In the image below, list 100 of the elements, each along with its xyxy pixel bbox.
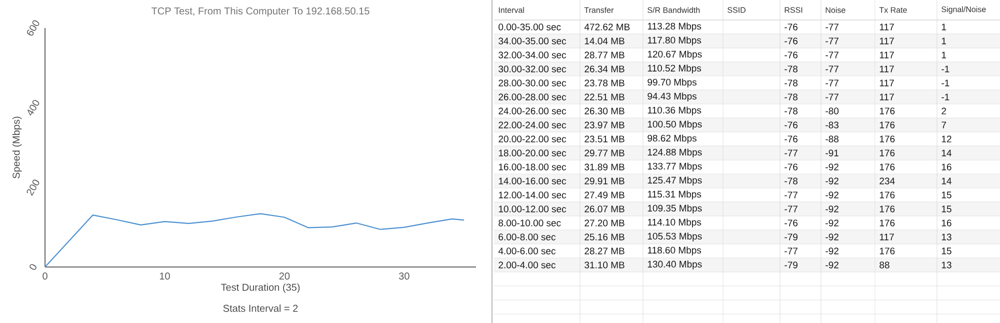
- text: -76: [784, 24, 798, 30]
- text: 29.91 MB: [584, 178, 624, 184]
- text: -91: [826, 150, 838, 156]
- text: 12.00-14.00 sec: [498, 192, 566, 198]
- text: 27.20 MB: [584, 220, 624, 226]
- text: Stats Interval = 2: [223, 304, 298, 312]
- text: 472.62 MB: [584, 24, 630, 30]
- text: -77: [826, 94, 838, 100]
- text: 26.07 MB: [584, 206, 624, 212]
- text: 22.00-24.00 sec: [498, 122, 566, 128]
- text: 23.97 MB: [584, 122, 624, 128]
- text: 14: [942, 178, 952, 184]
- text: 26.30 MB: [584, 108, 624, 114]
- text: 16: [942, 220, 952, 226]
- text: -78: [784, 178, 798, 184]
- text: 176: [880, 136, 895, 142]
- text: 16: [942, 164, 952, 170]
- text: -92: [826, 206, 838, 212]
- text: 234: [880, 178, 895, 184]
- y-tick-label: 200: [26, 180, 40, 196]
- text: 13: [942, 262, 952, 268]
- text: 117: [880, 80, 894, 86]
- text: 26.34 MB: [584, 66, 624, 72]
- text: 176: [880, 164, 895, 170]
- text: -77: [784, 150, 798, 156]
- text: -77: [826, 66, 838, 72]
- text: 105.53 Mbps: [648, 232, 702, 242]
- text: 14: [942, 150, 952, 156]
- x-tick-label: 20: [279, 272, 290, 280]
- text: 27.49 MB: [584, 192, 624, 198]
- text: 32.00-34.00 sec: [498, 52, 566, 58]
- text: 12: [942, 136, 952, 142]
- text: 88: [880, 262, 890, 268]
- text: 176: [880, 206, 895, 212]
- text: 0.00-35.00 sec: [498, 24, 561, 30]
- text: 15: [942, 192, 952, 198]
- text: 117.80 Mbps: [648, 36, 702, 46]
- text: 117: [880, 94, 894, 100]
- text: 117: [880, 234, 894, 240]
- text: 10.00-12.00 sec: [498, 206, 566, 212]
- text: 15: [942, 206, 952, 212]
- text: -76: [784, 136, 798, 142]
- text: -78: [784, 66, 798, 72]
- category-label: Tx Rate: [879, 7, 907, 13]
- text: 2.00-4.00 sec: [498, 262, 556, 268]
- text: 31.10 MB: [584, 262, 624, 268]
- text: 15: [942, 248, 952, 254]
- x-tick-label: 0: [42, 272, 48, 280]
- text: 118.60 Mbps: [648, 246, 702, 256]
- text: -76: [784, 220, 798, 226]
- text: 1: [942, 52, 946, 58]
- text: -1: [942, 80, 950, 86]
- text: 2: [942, 108, 946, 114]
- text: 18.00-20.00 sec: [498, 150, 566, 156]
- text: 30.00-32.00 sec: [498, 66, 566, 72]
- text: 1: [942, 38, 946, 44]
- text: 28.00-30.00 sec: [498, 80, 566, 86]
- text: -76: [784, 38, 798, 44]
- text: 114.10 Mbps: [648, 218, 702, 228]
- chart-title: TCP Test, From This Computer To 192.168.50.15: [152, 7, 370, 16]
- text: -77: [826, 24, 838, 30]
- text: 117: [880, 66, 894, 72]
- text: 25.16 MB: [584, 234, 624, 240]
- text: -77: [784, 192, 798, 198]
- text: 117: [880, 24, 894, 30]
- text: -80: [826, 108, 839, 114]
- text: -83: [826, 122, 839, 128]
- text: 14.04 MB: [584, 38, 624, 44]
- category-label: SSID: [728, 7, 746, 13]
- line-series: [44, 213, 465, 268]
- text: 22.51 MB: [584, 94, 624, 100]
- text: -79: [784, 262, 798, 268]
- text: 110.52 Mbps: [648, 64, 702, 74]
- text: 24.00-26.00 sec: [498, 108, 566, 114]
- text: -92: [826, 192, 838, 198]
- text: 100.50 Mbps: [648, 120, 702, 130]
- text: 176: [880, 192, 895, 198]
- x-tick-label: 10: [160, 272, 170, 280]
- text: 109.35 Mbps: [648, 204, 702, 214]
- text: 125.47 Mbps: [648, 176, 702, 186]
- text: 110.36 Mbps: [648, 106, 702, 116]
- text: -78: [784, 80, 798, 86]
- text: -77: [826, 52, 838, 58]
- category-label: Interval: [498, 7, 524, 13]
- text: 7: [942, 122, 946, 128]
- text: 1: [942, 24, 946, 30]
- text: -92: [826, 164, 838, 170]
- text: -92: [826, 178, 838, 184]
- text: -78: [784, 94, 798, 100]
- text: 117: [880, 52, 894, 58]
- text: 31.89 MB: [584, 164, 624, 170]
- category-label: S/R Bandwidth: [648, 7, 700, 13]
- text: 98.62 Mbps: [648, 134, 696, 144]
- text: -77: [826, 80, 838, 86]
- text: -76: [784, 122, 798, 128]
- text: 14.00-16.00 sec: [498, 178, 566, 184]
- text: 176: [880, 248, 895, 254]
- text: 113.28 Mbps: [648, 22, 702, 32]
- text: 16.00-18.00 sec: [498, 164, 566, 170]
- category-label: Transfer: [584, 7, 614, 13]
